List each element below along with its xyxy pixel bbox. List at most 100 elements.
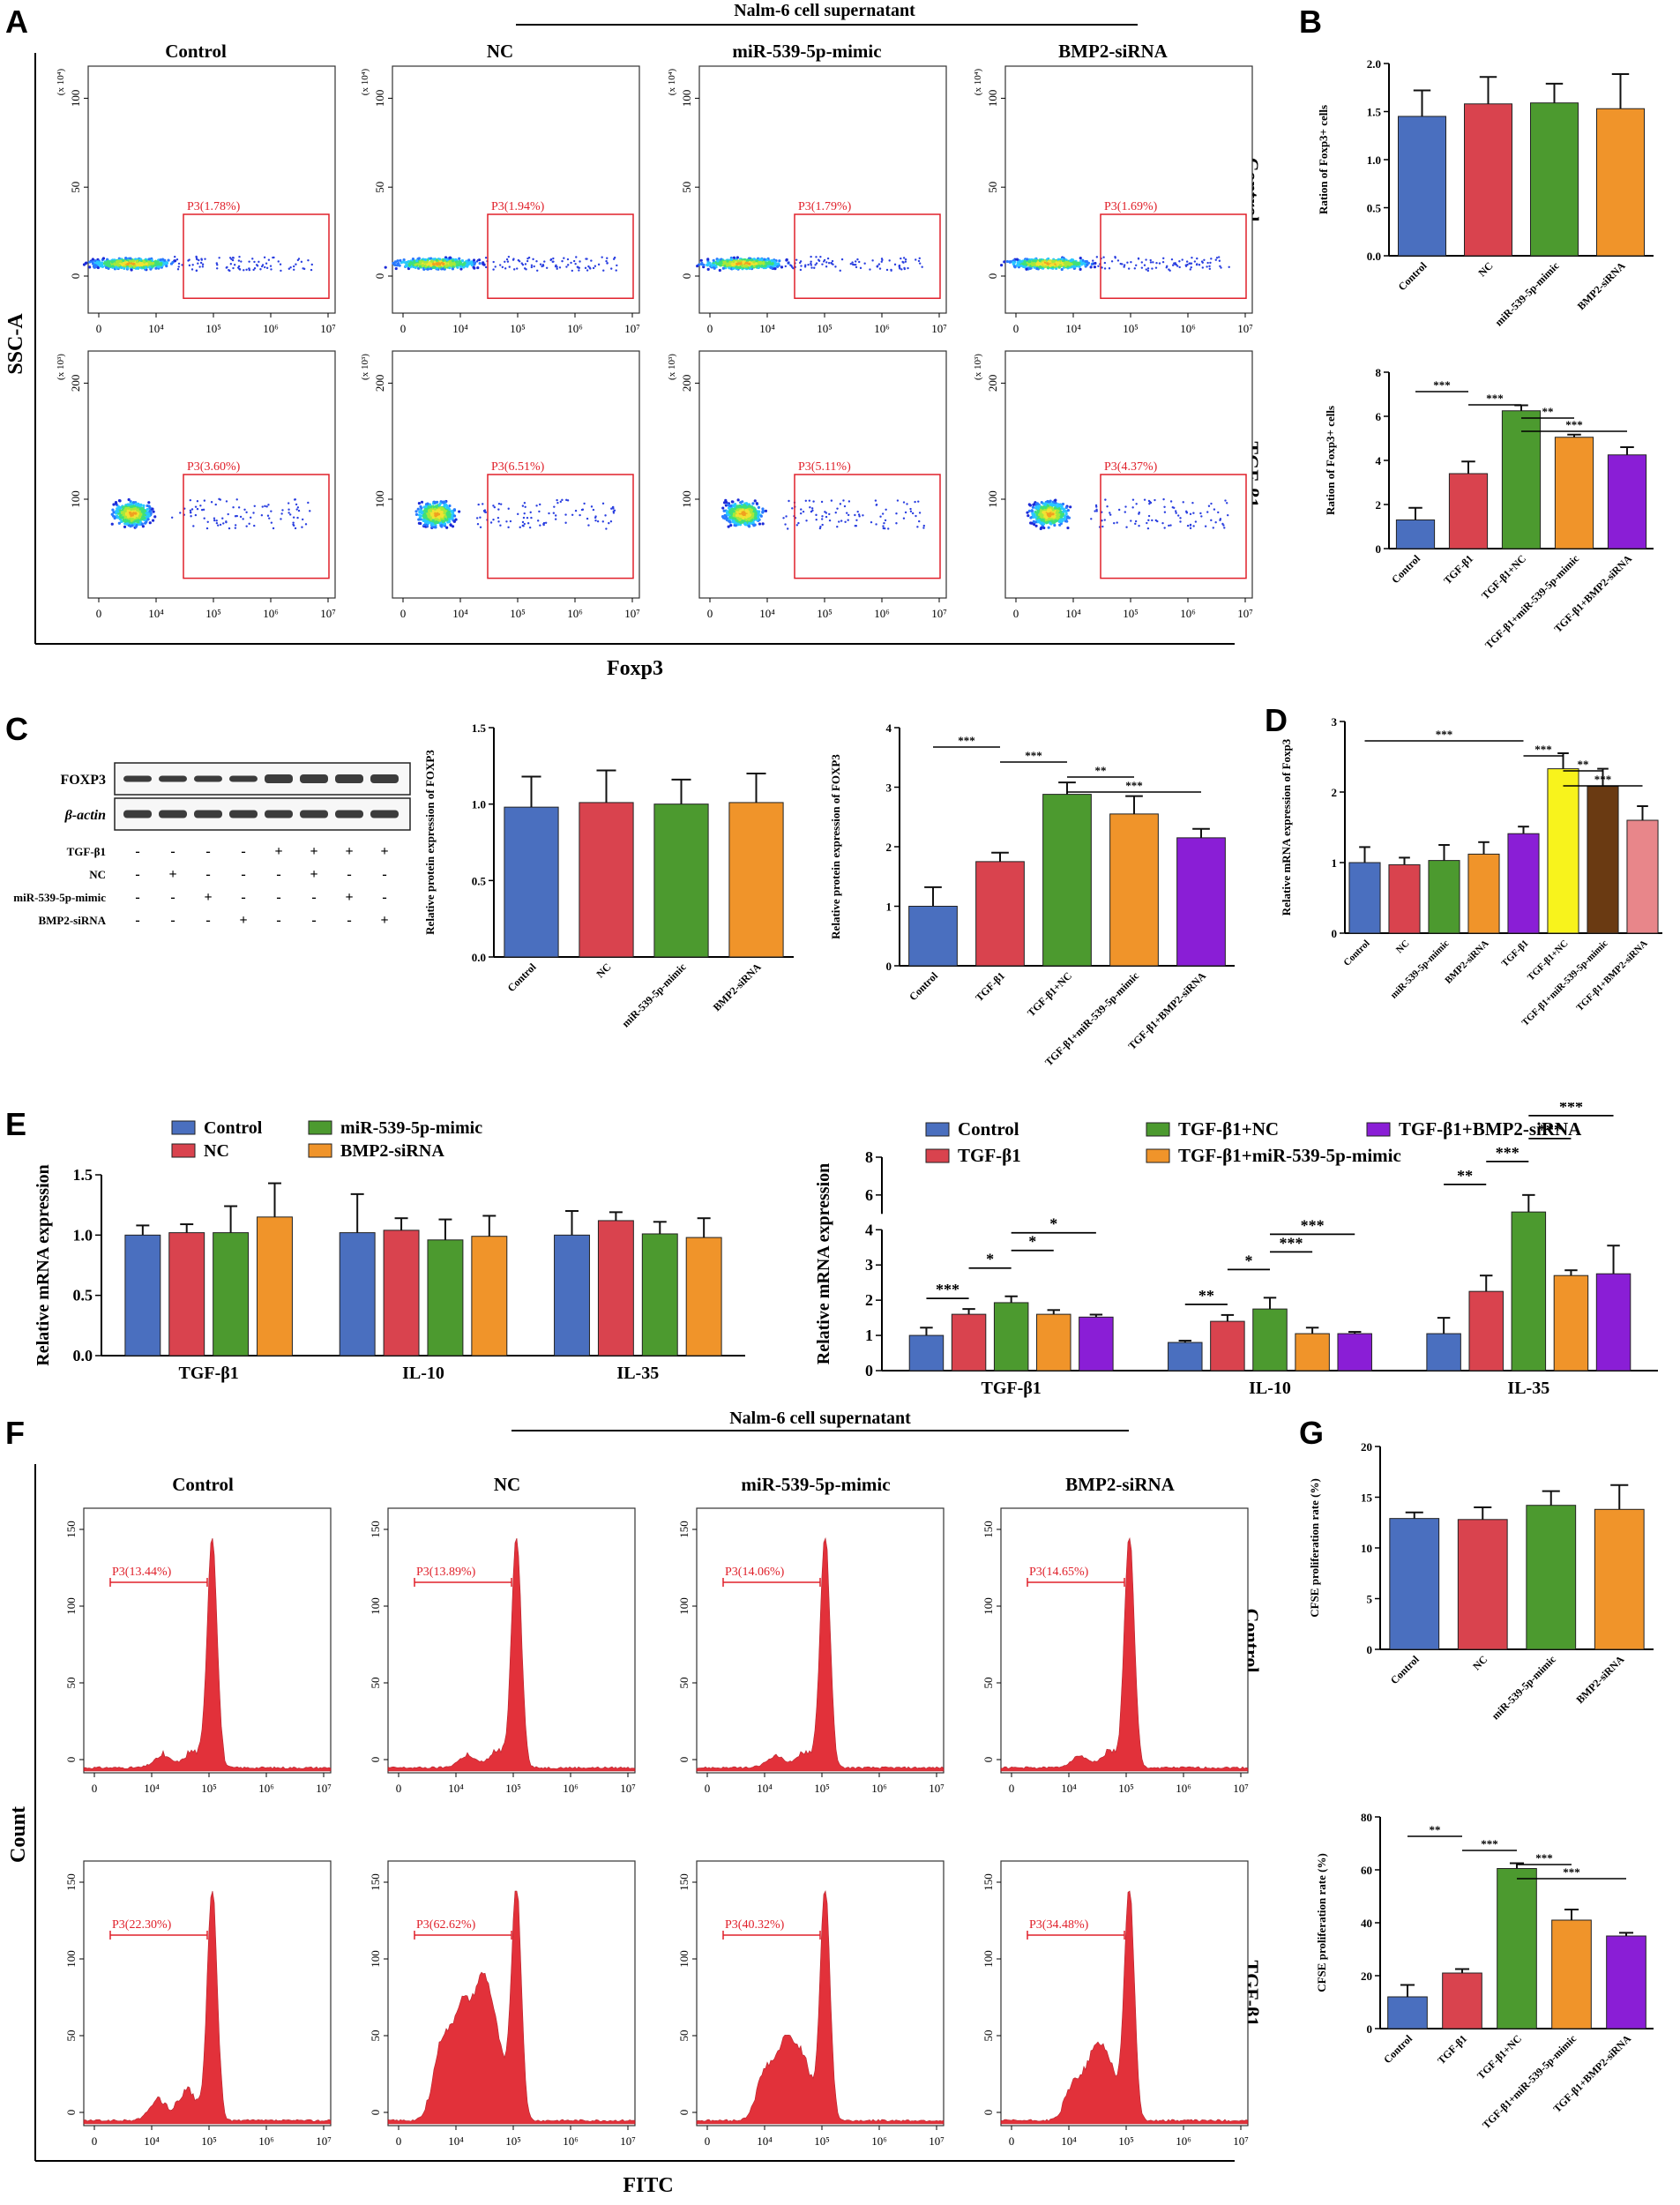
event-dot xyxy=(1227,513,1229,517)
event-dot xyxy=(253,524,256,527)
event-dot xyxy=(508,265,511,268)
event-dot xyxy=(187,259,190,262)
x-tick-label: 10⁴ xyxy=(759,607,775,620)
event-dot xyxy=(1055,261,1058,265)
event-dot xyxy=(558,266,562,269)
event-dot xyxy=(742,516,745,520)
event-dot xyxy=(1040,515,1043,519)
event-dot xyxy=(732,516,735,519)
event-dot xyxy=(904,260,907,263)
event-dot xyxy=(556,501,559,505)
event-dot xyxy=(1019,264,1023,267)
event-dot xyxy=(1034,520,1038,524)
event-dot xyxy=(129,259,132,263)
event-dot xyxy=(556,267,558,271)
event-dot xyxy=(198,258,200,262)
event-dot xyxy=(440,515,444,519)
event-dot xyxy=(799,512,803,515)
event-dot xyxy=(738,265,742,270)
event-dot xyxy=(114,501,118,505)
event-dot xyxy=(902,501,906,504)
event-dot xyxy=(117,505,121,509)
event-dot xyxy=(884,519,887,522)
event-dot xyxy=(295,508,298,511)
event-dot xyxy=(399,258,402,262)
event-dot xyxy=(1130,519,1132,522)
event-dot xyxy=(196,258,198,261)
event-dot xyxy=(825,265,828,268)
event-dot xyxy=(411,257,415,261)
event-dot xyxy=(431,519,435,522)
event-dot xyxy=(785,515,788,518)
event-dot xyxy=(258,260,260,264)
event-dot xyxy=(1049,508,1052,512)
event-dot xyxy=(112,503,116,506)
event-dot xyxy=(606,262,609,265)
event-dot xyxy=(115,512,118,515)
event-dot xyxy=(130,507,133,512)
event-dot xyxy=(1137,257,1140,260)
event-dot xyxy=(589,267,592,270)
event-dot xyxy=(1037,519,1041,522)
event-dot xyxy=(615,269,617,272)
event-dot xyxy=(878,267,882,270)
event-dot xyxy=(1185,260,1189,263)
event-dot xyxy=(409,262,414,265)
event-dot xyxy=(917,259,921,263)
event-dot xyxy=(819,526,822,528)
event-dot xyxy=(799,260,803,263)
event-dot xyxy=(795,258,798,261)
event-dot xyxy=(454,518,458,521)
gate-percentage: P3(5.11%) xyxy=(798,460,851,474)
event-dot xyxy=(295,263,297,265)
event-dot xyxy=(828,519,832,522)
event-dot xyxy=(1217,256,1221,258)
event-dot xyxy=(706,258,710,261)
event-dot xyxy=(273,256,275,259)
event-dot xyxy=(810,255,812,258)
event-dot xyxy=(1061,502,1065,506)
event-dot xyxy=(799,268,803,272)
event-dot xyxy=(270,510,273,512)
event-dot xyxy=(203,499,206,502)
event-dot xyxy=(741,508,744,512)
event-dot xyxy=(517,512,519,516)
event-dot xyxy=(725,510,729,513)
event-dot xyxy=(414,512,419,517)
event-dot xyxy=(148,506,152,510)
event-dot xyxy=(492,260,495,264)
event-dot xyxy=(505,258,509,261)
event-dot xyxy=(858,260,861,264)
event-dot xyxy=(228,527,231,530)
event-dot xyxy=(565,265,568,268)
event-dot xyxy=(1035,266,1039,271)
event-dot xyxy=(559,500,562,504)
event-dot xyxy=(918,262,922,265)
event-dot xyxy=(145,265,148,270)
event-dot xyxy=(143,509,147,513)
event-dot xyxy=(544,521,548,524)
event-dot xyxy=(1146,269,1150,273)
event-dot xyxy=(123,512,126,517)
event-dot xyxy=(824,511,826,513)
event-dot xyxy=(134,512,138,515)
event-dot xyxy=(424,508,428,512)
event-dot xyxy=(875,504,877,506)
event-dot xyxy=(499,503,503,505)
event-dot xyxy=(853,263,855,266)
event-dot xyxy=(292,265,295,268)
plot-frame xyxy=(698,65,947,314)
event-dot xyxy=(467,258,471,262)
event-dot xyxy=(851,261,854,264)
event-dot xyxy=(815,262,818,265)
event-dot xyxy=(586,269,589,272)
event-dot xyxy=(293,268,295,271)
event-dot xyxy=(526,516,529,519)
event-dot xyxy=(810,262,812,265)
event-dot xyxy=(419,514,423,518)
event-dot xyxy=(1069,505,1072,509)
event-dot xyxy=(1017,264,1020,267)
x-tick-label: 10⁷ xyxy=(1237,322,1253,335)
